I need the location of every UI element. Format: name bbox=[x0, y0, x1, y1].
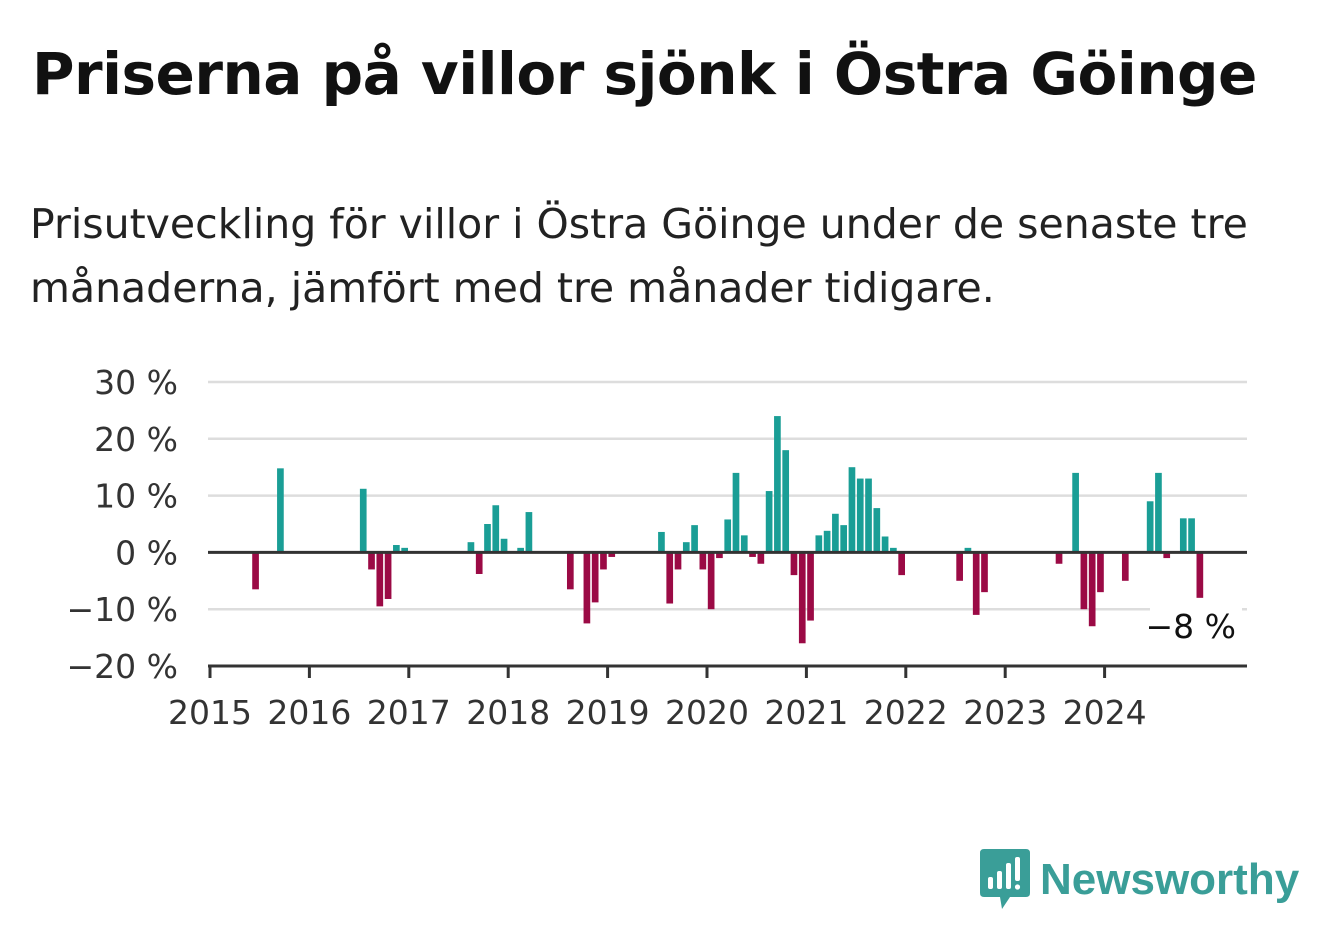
bar bbox=[1080, 552, 1088, 610]
bar bbox=[732, 472, 740, 553]
bar bbox=[740, 535, 748, 553]
bar bbox=[774, 416, 781, 553]
bar bbox=[1155, 472, 1162, 553]
bar bbox=[972, 552, 980, 615]
chart-title: Priserna på villor sjönk i Östra Göinge bbox=[32, 40, 1257, 108]
bar bbox=[790, 552, 798, 576]
bar bbox=[1055, 552, 1063, 564]
bar bbox=[716, 552, 723, 559]
bar bbox=[608, 552, 616, 557]
axes bbox=[208, 550, 1247, 668]
bar bbox=[782, 450, 790, 553]
annotation: −8 % bbox=[1146, 606, 1242, 646]
x-tick-label: 2024 bbox=[1063, 693, 1147, 732]
bar bbox=[840, 525, 848, 553]
bar bbox=[724, 519, 732, 553]
bar bbox=[1088, 552, 1096, 627]
bar bbox=[765, 491, 773, 553]
bar bbox=[368, 552, 375, 570]
bar bbox=[591, 552, 599, 603]
bar bbox=[1179, 518, 1187, 553]
bar bbox=[815, 535, 823, 553]
bar bbox=[525, 512, 533, 553]
bar bbox=[807, 552, 814, 621]
x-tick-label: 2023 bbox=[963, 693, 1047, 732]
bar bbox=[484, 524, 491, 553]
y-tick-label: 10 % bbox=[94, 477, 178, 516]
bar bbox=[757, 552, 765, 564]
bar bbox=[500, 538, 508, 553]
bar bbox=[1188, 518, 1195, 553]
bar bbox=[252, 552, 259, 590]
bar bbox=[658, 531, 665, 553]
bar bbox=[749, 552, 756, 557]
bar bbox=[517, 547, 524, 553]
y-tick-label: −20 % bbox=[67, 647, 179, 686]
bar bbox=[981, 552, 988, 593]
bar bbox=[956, 552, 963, 581]
x-axis: 2015 2016 2017 2018 2019 2020 2021 2022 2023 2024 bbox=[168, 666, 1147, 732]
x-tick-label: 2018 bbox=[466, 693, 550, 732]
bar bbox=[492, 505, 500, 553]
x-tick-label: 2015 bbox=[168, 693, 252, 732]
bar bbox=[865, 478, 872, 553]
brand-name: Newsworthy bbox=[1040, 855, 1300, 904]
newsworthy-logo: Newsworthy bbox=[980, 848, 1299, 912]
bar bbox=[467, 542, 475, 553]
bar bbox=[823, 530, 831, 553]
bar bbox=[583, 552, 591, 624]
bar bbox=[1196, 552, 1204, 598]
bar bbox=[384, 552, 392, 599]
bar bbox=[600, 552, 607, 570]
bar bbox=[699, 552, 707, 570]
y-tick-label: 0 % bbox=[115, 533, 178, 572]
x-tick-label: 2019 bbox=[566, 693, 650, 732]
bar bbox=[856, 478, 864, 553]
bar bbox=[1121, 552, 1129, 581]
bar-chart-speech-bubble-icon bbox=[980, 849, 1030, 909]
y-axis: 30 % 20 % 10 % 0 % −10 % −20 % bbox=[67, 363, 179, 686]
bar bbox=[682, 542, 690, 553]
annotation-label: −8 % bbox=[1146, 607, 1237, 646]
bar bbox=[359, 488, 367, 553]
bar bbox=[401, 547, 408, 553]
y-tick-label: −10 % bbox=[67, 590, 179, 629]
bar bbox=[832, 513, 839, 553]
bar bbox=[566, 552, 574, 590]
bar bbox=[1072, 472, 1079, 553]
bar bbox=[707, 552, 715, 610]
annotation-background bbox=[1150, 606, 1242, 646]
bar bbox=[393, 545, 400, 553]
bar bbox=[674, 552, 682, 570]
bar bbox=[898, 552, 905, 576]
bar bbox=[964, 547, 972, 553]
bar bbox=[1163, 552, 1171, 559]
bar bbox=[890, 547, 897, 553]
chart-subtitle: Prisutveckling för villor i Östra Göinge… bbox=[30, 200, 1248, 312]
bar bbox=[873, 508, 881, 553]
bar bbox=[1097, 552, 1104, 593]
x-tick-label: 2021 bbox=[764, 693, 848, 732]
bar bbox=[1146, 501, 1154, 553]
bar bbox=[376, 552, 384, 607]
bar bbox=[881, 536, 889, 553]
bars bbox=[252, 416, 1204, 644]
bar bbox=[475, 552, 483, 574]
bar bbox=[848, 467, 856, 553]
bar bbox=[277, 468, 284, 553]
bar bbox=[798, 552, 806, 644]
x-tick-label: 2020 bbox=[665, 693, 749, 732]
x-tick-label: 2017 bbox=[367, 693, 451, 732]
x-tick-label: 2016 bbox=[267, 693, 351, 732]
bar bbox=[691, 525, 698, 553]
y-tick-label: 30 % bbox=[94, 363, 178, 402]
y-tick-label: 20 % bbox=[94, 420, 178, 459]
x-tick-label: 2022 bbox=[864, 693, 948, 732]
bar bbox=[666, 552, 674, 604]
